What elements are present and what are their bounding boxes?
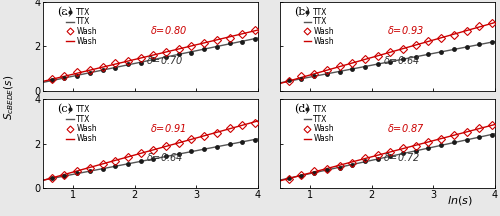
Text: $\delta$=0.91: $\delta$=0.91 — [150, 122, 186, 134]
Text: $\delta$=0.87: $\delta$=0.87 — [388, 122, 425, 134]
Text: $S_{cBEDE}(s)$: $S_{cBEDE}(s)$ — [2, 75, 16, 120]
Text: (b): (b) — [294, 6, 310, 17]
Text: $\delta$=0.80: $\delta$=0.80 — [150, 24, 188, 37]
Text: $\delta$=0.64: $\delta$=0.64 — [146, 151, 183, 163]
Text: $\delta$=0.70: $\delta$=0.70 — [146, 54, 184, 66]
Text: $\delta$=0.64: $\delta$=0.64 — [383, 54, 420, 66]
Text: (a): (a) — [58, 6, 73, 17]
Legend: TTX, TTX, Wash, Wash: TTX, TTX, Wash, Wash — [302, 7, 335, 47]
Legend: TTX, TTX, Wash, Wash: TTX, TTX, Wash, Wash — [66, 7, 98, 47]
Legend: TTX, TTX, Wash, Wash: TTX, TTX, Wash, Wash — [66, 104, 98, 144]
Text: (c): (c) — [58, 104, 72, 114]
Text: $\delta$=0.93: $\delta$=0.93 — [388, 24, 424, 37]
Legend: TTX, TTX, Wash, Wash: TTX, TTX, Wash, Wash — [302, 104, 335, 144]
Text: (d): (d) — [294, 104, 310, 114]
Text: $\delta$=0.72: $\delta$=0.72 — [383, 151, 420, 163]
Text: $ln(s)$: $ln(s)$ — [447, 194, 473, 207]
